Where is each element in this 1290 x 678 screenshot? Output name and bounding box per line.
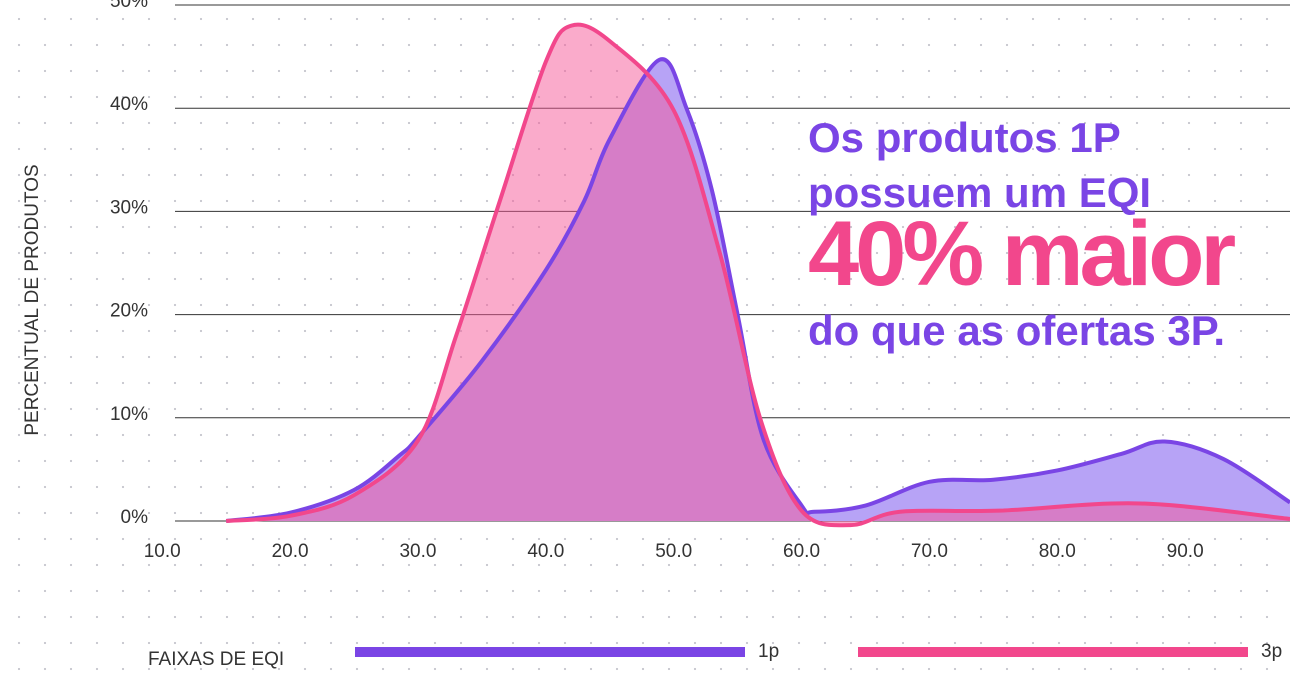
- annotation: 40% maior: [808, 203, 1235, 305]
- legend-label: 1p: [758, 641, 779, 662]
- area-fill: [226, 24, 1290, 526]
- x-tick-label: 10.0: [144, 541, 181, 562]
- y-axis-label: PERCENTUAL DE PRODUTOS: [22, 164, 43, 435]
- y-tick-label: 30%: [110, 197, 148, 218]
- x-tick-label: 40.0: [527, 541, 564, 562]
- x-tick-label: 20.0: [272, 541, 309, 562]
- legend-label: 3p: [1261, 641, 1282, 662]
- y-tick-label: 10%: [110, 404, 148, 425]
- y-tick-label: 20%: [110, 301, 148, 322]
- annotation: possuem um EQI: [808, 169, 1151, 216]
- y-tick-label: 40%: [110, 94, 148, 115]
- annotation: do que as ofertas 3P.: [808, 307, 1225, 354]
- x-axis-label: FAIXAS DE EQI: [148, 649, 284, 670]
- y-tick-label: 50%: [110, 0, 148, 12]
- x-tick-label: 90.0: [1167, 541, 1204, 562]
- annotation: Os produtos 1P: [808, 114, 1121, 161]
- x-tick-label: 60.0: [783, 541, 820, 562]
- x-tick-label: 80.0: [1039, 541, 1076, 562]
- x-tick-label: 30.0: [399, 541, 436, 562]
- x-tick-label: 50.0: [655, 541, 692, 562]
- y-tick-label: 0%: [121, 507, 149, 528]
- x-tick-label: 70.0: [911, 541, 948, 562]
- area-line: [225, 22, 1290, 528]
